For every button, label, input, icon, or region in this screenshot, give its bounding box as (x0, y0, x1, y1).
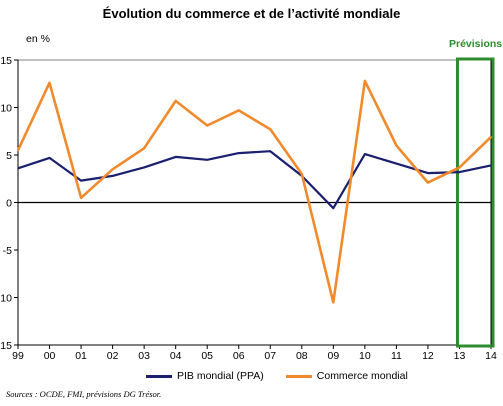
legend-item-commerce: Commerce mondial (285, 370, 408, 382)
x-tick-label: 10 (359, 350, 371, 362)
data-point-commerce (332, 301, 335, 304)
x-tick-label: 07 (264, 350, 276, 362)
data-point-commerce (237, 109, 240, 112)
data-point-pib (143, 166, 145, 169)
data-point-commerce (206, 124, 208, 127)
data-point-commerce (427, 181, 429, 184)
data-point-commerce (143, 147, 145, 150)
x-tick-label: 08 (296, 350, 308, 362)
y-axis-unit-label: en % (26, 33, 50, 45)
y-tick-label: -5 (3, 245, 12, 257)
data-point-commerce (301, 173, 303, 175)
series-line-pib (17, 150, 492, 210)
data-point-commerce (458, 166, 461, 169)
data-point-commerce (80, 196, 82, 199)
x-tick-label: 00 (44, 350, 56, 362)
data-point-pib (48, 157, 51, 159)
x-tick-label: 14 (485, 350, 497, 362)
y-tick-label: 0 (6, 198, 12, 210)
x-tick-label: 04 (170, 350, 182, 362)
data-point-pib (269, 150, 272, 152)
data-point-pib (206, 158, 208, 161)
data-point-pib (237, 152, 240, 154)
data-point-pib (427, 172, 429, 174)
x-tick-label: 02 (107, 350, 119, 362)
data-point-commerce (174, 100, 177, 102)
legend: PIB mondial (PPA) Commerce mondial (146, 370, 422, 382)
data-point-pib (17, 167, 19, 170)
data-point-commerce (364, 80, 366, 82)
x-tick-label: 99 (12, 350, 24, 362)
data-point-pib (458, 171, 461, 173)
x-tick-label: 01 (75, 350, 87, 362)
data-point-commerce (395, 144, 398, 147)
x-tick-label: 13 (454, 350, 466, 362)
data-point-commerce (111, 168, 114, 171)
legend-swatch-pib (146, 374, 172, 378)
data-point-commerce (17, 149, 19, 152)
data-point-pib (332, 207, 335, 209)
axes (14, 59, 492, 349)
data-point-pib (364, 153, 366, 155)
legend-item-pib: PIB mondial (PPA) (146, 370, 264, 382)
x-tick-label: 06 (233, 350, 245, 362)
data-point-pib (174, 156, 177, 158)
x-tick-label: 12 (422, 350, 434, 362)
y-tick-label: 5 (6, 150, 12, 162)
chart-title: Évolution du commerce et de l’activité m… (102, 6, 401, 21)
data-point-pib (490, 164, 492, 167)
legend-swatch-commerce (285, 374, 312, 378)
data-point-pib (395, 162, 398, 165)
data-point-commerce (269, 128, 272, 131)
legend-label-commerce: Commerce mondial (316, 370, 408, 382)
series-line-commerce (16, 79, 492, 304)
forecast-label: Prévisions (449, 38, 503, 50)
y-tick-label: 15 (0, 55, 12, 67)
x-tick-label: 03 (138, 350, 150, 362)
x-tick-label: 09 (327, 350, 339, 362)
x-tick-label: 11 (391, 350, 402, 362)
data-point-pib (111, 175, 114, 177)
y-tick-label: -15 (0, 340, 12, 352)
y-tick-label: -10 (0, 293, 12, 305)
y-tick-label: 10 (0, 103, 12, 115)
forecast-region (455, 57, 495, 348)
forecast-box (455, 57, 495, 348)
legend-label-pib: PIB mondial (PPA) (177, 370, 264, 382)
data-point-pib (80, 179, 82, 182)
source-note: Sources : OCDE, FMI, prévisions DG Tréso… (6, 389, 162, 399)
x-tick-label: 05 (201, 350, 213, 362)
series-lines (16, 79, 492, 304)
data-point-commerce (490, 136, 492, 138)
data-point-commerce (48, 82, 51, 84)
